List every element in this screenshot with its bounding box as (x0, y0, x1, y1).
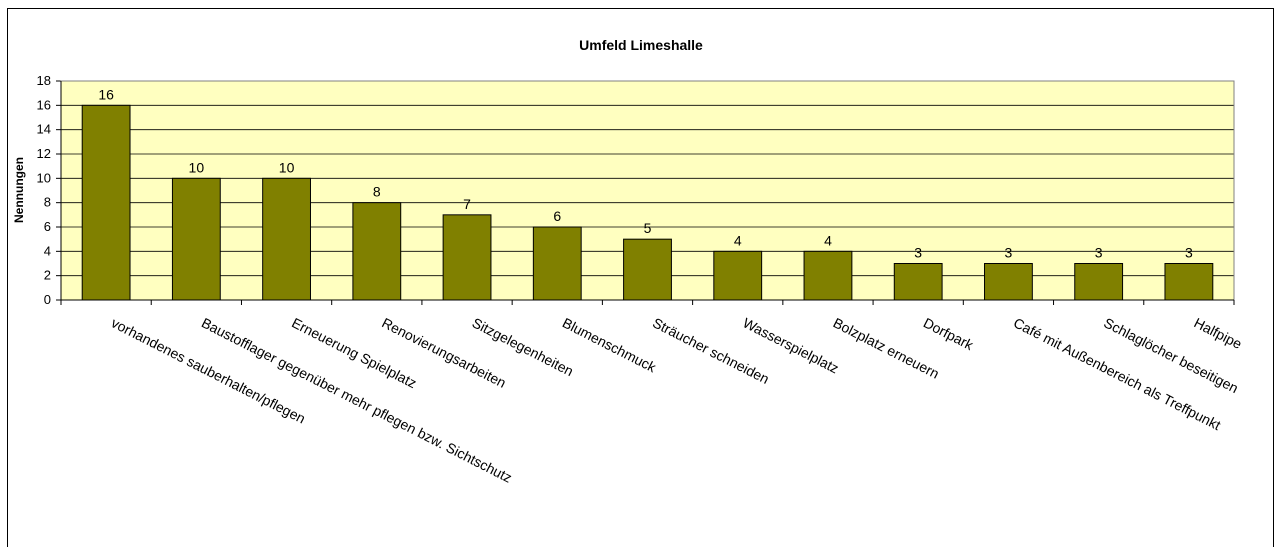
value-label: 3 (1095, 245, 1103, 261)
y-tick-label: 2 (44, 268, 51, 283)
bar (623, 238, 672, 301)
bar (262, 177, 311, 301)
bar (713, 250, 763, 301)
bar (893, 263, 943, 301)
value-label: 5 (644, 220, 652, 236)
value-label: 10 (189, 159, 205, 175)
chart-title: Umfeld Limeshalle (579, 37, 703, 53)
bar (442, 214, 492, 301)
bar (1164, 263, 1214, 301)
value-label: 6 (553, 208, 561, 224)
y-axis-label: Nennungen (12, 157, 26, 223)
y-tick-label: 12 (37, 146, 51, 161)
bar (352, 202, 402, 301)
value-label: 16 (98, 86, 114, 102)
value-label: 8 (373, 184, 381, 200)
y-tick-label: 16 (37, 97, 51, 112)
y-tick-label: 6 (44, 219, 51, 234)
bar (81, 104, 131, 301)
value-label: 4 (734, 232, 742, 248)
y-tick-label: 0 (44, 292, 51, 307)
value-label: 3 (1005, 245, 1013, 261)
bar (1074, 263, 1124, 301)
y-tick-label: 14 (37, 122, 51, 137)
y-tick-label: 18 (37, 73, 51, 88)
bar (171, 177, 221, 301)
value-label: 10 (279, 159, 295, 175)
bar (532, 226, 582, 301)
bar (984, 263, 1033, 301)
bar (803, 250, 853, 301)
value-label: 3 (914, 245, 922, 261)
y-tick-label: 8 (44, 195, 51, 210)
y-tick-label: 10 (37, 170, 51, 185)
value-label: 3 (1185, 245, 1193, 261)
y-tick-label: 4 (44, 243, 51, 258)
value-label: 7 (463, 196, 471, 212)
value-label: 4 (824, 232, 832, 248)
